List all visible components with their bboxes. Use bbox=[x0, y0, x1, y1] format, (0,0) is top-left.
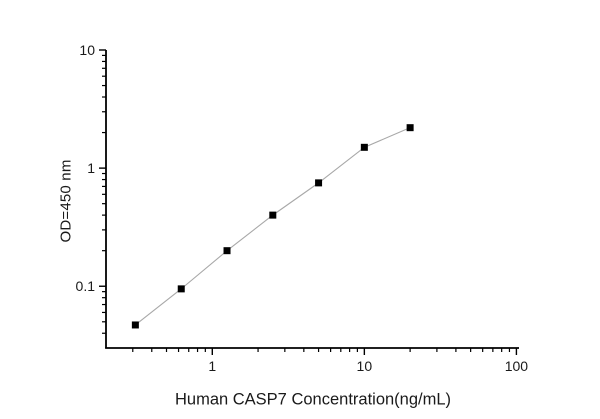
x-axis-label: Human CASP7 Concentration(ng/mL) bbox=[174, 390, 452, 409]
data-point-marker bbox=[223, 247, 231, 255]
data-point-marker bbox=[131, 321, 139, 329]
y-tick-label: 0.1 bbox=[76, 278, 96, 294]
y-axis-label: OD=450 nm bbox=[57, 159, 75, 243]
data-point-marker bbox=[269, 211, 277, 219]
x-tick-label: 1 bbox=[208, 358, 216, 374]
data-point-marker bbox=[360, 143, 368, 151]
y-tick-label: 10 bbox=[79, 42, 95, 58]
data-point-marker bbox=[406, 124, 414, 132]
series-line bbox=[135, 127, 411, 326]
data-point-marker bbox=[177, 285, 185, 293]
y-tick-label: 1 bbox=[87, 160, 95, 176]
data-point-marker bbox=[315, 179, 323, 187]
x-tick-label: 10 bbox=[357, 358, 373, 374]
x-tick-label: 100 bbox=[505, 358, 529, 374]
